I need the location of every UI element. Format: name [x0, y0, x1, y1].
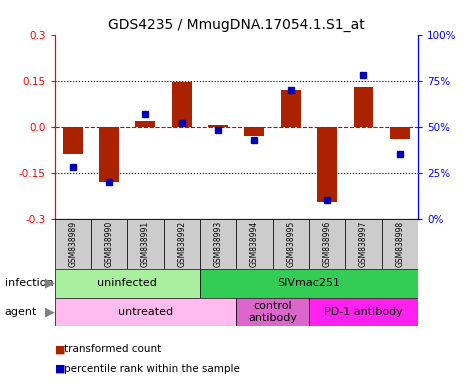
- Text: PD-1 antibody: PD-1 antibody: [324, 307, 403, 317]
- Bar: [390, 127, 410, 139]
- Bar: [273, 219, 309, 269]
- Text: transformed count: transformed count: [64, 344, 162, 354]
- Bar: [63, 127, 83, 154]
- Text: uninfected: uninfected: [97, 278, 157, 288]
- Bar: [237, 298, 309, 326]
- Text: GSM838997: GSM838997: [359, 221, 368, 267]
- Bar: [200, 219, 237, 269]
- Bar: [55, 219, 91, 269]
- Text: GSM838998: GSM838998: [395, 221, 404, 267]
- Text: GSM838989: GSM838989: [68, 221, 77, 267]
- Text: GSM838992: GSM838992: [177, 221, 186, 267]
- Text: ■: ■: [55, 364, 65, 374]
- Bar: [200, 269, 418, 298]
- Text: SIVmac251: SIVmac251: [277, 278, 341, 288]
- Bar: [163, 219, 200, 269]
- Bar: [135, 121, 155, 127]
- Text: control
antibody: control antibody: [248, 301, 297, 323]
- Text: percentile rank within the sample: percentile rank within the sample: [64, 364, 240, 374]
- Bar: [55, 298, 237, 326]
- Bar: [91, 219, 127, 269]
- Text: GSM838996: GSM838996: [323, 221, 332, 267]
- Bar: [208, 125, 228, 127]
- Title: GDS4235 / MmugDNA.17054.1.S1_at: GDS4235 / MmugDNA.17054.1.S1_at: [108, 18, 365, 32]
- Bar: [127, 219, 163, 269]
- Bar: [99, 127, 119, 182]
- Text: GSM838991: GSM838991: [141, 221, 150, 267]
- Bar: [353, 87, 373, 127]
- Text: GSM838994: GSM838994: [250, 221, 259, 267]
- Text: untreated: untreated: [118, 307, 173, 317]
- Bar: [55, 269, 200, 298]
- Bar: [309, 219, 345, 269]
- Bar: [281, 90, 301, 127]
- Bar: [245, 127, 265, 136]
- Bar: [317, 127, 337, 202]
- Bar: [381, 219, 418, 269]
- Text: infection: infection: [5, 278, 53, 288]
- Text: GSM838995: GSM838995: [286, 221, 295, 267]
- Bar: [172, 82, 192, 127]
- Text: ▶: ▶: [45, 306, 55, 318]
- Text: ▶: ▶: [45, 277, 55, 290]
- Text: agent: agent: [5, 307, 37, 317]
- Bar: [309, 298, 418, 326]
- Text: GSM838993: GSM838993: [214, 221, 223, 267]
- Bar: [237, 219, 273, 269]
- Text: ■: ■: [55, 344, 65, 354]
- Bar: [345, 219, 381, 269]
- Text: GSM838990: GSM838990: [104, 221, 114, 267]
